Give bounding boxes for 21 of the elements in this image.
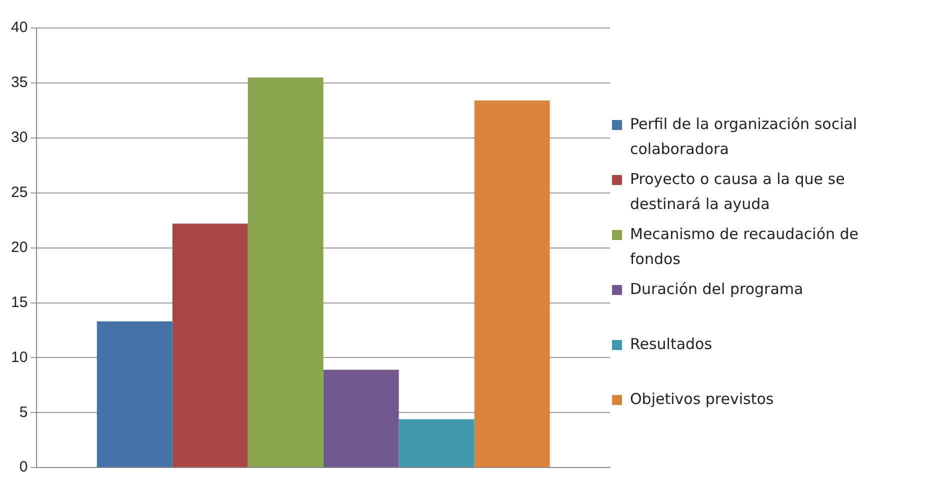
legend-label: Objetivos previstos <box>630 389 774 410</box>
y-tick-label: 5 <box>19 404 28 421</box>
legend-label: Proyecto o causa a la que se destinará la ayuda <box>630 169 846 215</box>
legend-label: Duración del programa <box>630 279 804 300</box>
bar <box>398 419 474 468</box>
bar <box>96 321 172 468</box>
bar <box>474 100 550 468</box>
bar <box>323 370 399 468</box>
legend-label: Perfil de la organización social colaboradora <box>630 114 858 160</box>
y-tick-label: 35 <box>10 74 28 92</box>
y-tick-label: 20 <box>10 238 28 256</box>
y-tick-label: 10 <box>10 348 28 366</box>
legend-label: Mecanismo de recaudación de fondos <box>630 224 860 270</box>
bar <box>248 77 324 468</box>
y-tick-label: 15 <box>10 294 28 311</box>
bar <box>172 224 248 468</box>
y-tick-label: 0 <box>19 458 28 476</box>
y-tick-label: 30 <box>10 129 28 146</box>
y-tick-label: 40 <box>10 19 28 36</box>
legend-label: Resultados <box>630 334 712 355</box>
y-tick-label: 25 <box>10 184 28 201</box>
